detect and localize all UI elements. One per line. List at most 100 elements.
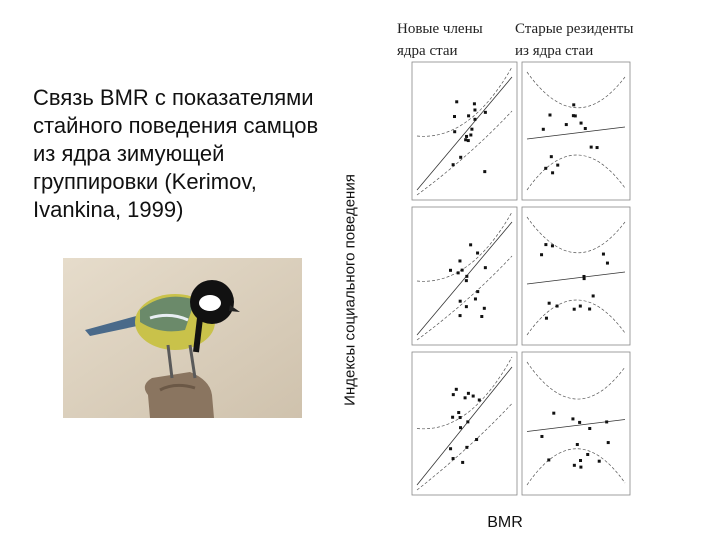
data-point xyxy=(579,465,583,469)
column-header: Новые члены ядра стаи xyxy=(397,18,483,62)
data-point xyxy=(605,420,609,424)
data-point xyxy=(605,261,609,265)
data-point xyxy=(601,252,605,256)
confidence-band xyxy=(416,255,513,341)
slide-title: Связь BMR с показателями стайного поведе… xyxy=(33,84,318,224)
data-point xyxy=(459,426,463,430)
title-line: Связь BMR с показателями xyxy=(33,85,314,110)
data-point xyxy=(579,459,583,463)
data-point xyxy=(547,301,551,305)
confidence-band xyxy=(416,110,513,196)
data-point xyxy=(466,139,470,143)
data-point xyxy=(449,268,453,272)
data-point xyxy=(582,274,586,278)
data-point xyxy=(551,171,555,175)
data-point xyxy=(455,100,459,104)
data-point xyxy=(473,108,477,112)
data-point xyxy=(555,304,559,308)
data-point xyxy=(464,305,468,309)
title-line: стайного поведения самцов xyxy=(33,113,319,138)
data-point xyxy=(540,434,544,438)
data-point xyxy=(483,170,487,174)
confidence-band xyxy=(416,403,513,491)
data-point xyxy=(449,447,453,451)
data-point xyxy=(453,130,457,134)
data-point xyxy=(465,274,469,278)
data-point xyxy=(575,443,579,447)
header-line: из ядра стаи xyxy=(515,43,594,59)
data-point xyxy=(477,398,481,402)
data-point xyxy=(548,113,552,117)
confidence-band xyxy=(526,299,626,336)
regression-line xyxy=(526,419,626,432)
regression-line xyxy=(526,271,626,285)
data-point xyxy=(544,243,548,247)
confidence-band xyxy=(526,154,626,191)
data-point xyxy=(459,155,463,159)
x-axis-label: BMR xyxy=(487,514,523,531)
data-point xyxy=(451,393,455,397)
data-point xyxy=(465,445,469,449)
data-point xyxy=(476,251,480,255)
data-point xyxy=(578,304,582,308)
data-point xyxy=(571,417,575,421)
data-point xyxy=(473,297,477,301)
data-point xyxy=(451,457,455,461)
data-point xyxy=(544,166,548,170)
confidence-band xyxy=(526,216,626,254)
data-point xyxy=(469,243,473,247)
data-point xyxy=(583,126,587,130)
data-point xyxy=(476,290,480,294)
data-point xyxy=(544,316,548,320)
data-point xyxy=(483,266,487,270)
panel-frame xyxy=(411,61,518,201)
data-point xyxy=(591,294,595,298)
data-point xyxy=(556,163,560,167)
data-point xyxy=(460,268,464,272)
data-point xyxy=(552,411,556,415)
data-point xyxy=(469,133,473,137)
data-point xyxy=(550,244,554,248)
bird-photo xyxy=(63,258,302,418)
data-point xyxy=(595,146,599,150)
data-point xyxy=(482,306,486,310)
data-point xyxy=(451,415,455,419)
confidence-band xyxy=(416,66,513,137)
data-point xyxy=(572,307,576,311)
panel-frame xyxy=(521,351,631,496)
regression-line xyxy=(416,366,513,486)
data-point xyxy=(588,307,592,311)
title-line: группировки (Kerimov, xyxy=(33,169,257,194)
data-point xyxy=(456,271,460,275)
regression-line xyxy=(416,76,513,191)
data-point xyxy=(471,394,475,398)
data-point xyxy=(483,110,487,114)
title-line: из ядра зимующей xyxy=(33,141,225,166)
data-point xyxy=(564,123,568,127)
header-line: Новые члены xyxy=(397,21,483,37)
title-line: Ivankina, 1999) xyxy=(33,197,184,222)
data-point xyxy=(589,145,593,149)
data-point xyxy=(452,115,456,119)
data-point xyxy=(454,387,458,391)
data-point xyxy=(466,420,470,424)
data-point xyxy=(458,416,462,420)
data-point xyxy=(606,441,610,445)
header-line: ядра стаи xyxy=(397,43,458,59)
data-point xyxy=(458,259,462,263)
panel-frame xyxy=(521,206,631,346)
confidence-band xyxy=(526,361,626,400)
data-point xyxy=(457,411,461,415)
data-point xyxy=(473,117,477,121)
regression-line xyxy=(526,126,626,140)
data-point xyxy=(573,114,577,118)
scatter-panels xyxy=(411,61,631,496)
confidence-band xyxy=(526,448,626,486)
data-point xyxy=(458,314,462,318)
confidence-band xyxy=(526,71,626,109)
header-line: Старые резиденты xyxy=(515,21,634,37)
data-point xyxy=(464,138,468,142)
data-point xyxy=(541,127,545,131)
